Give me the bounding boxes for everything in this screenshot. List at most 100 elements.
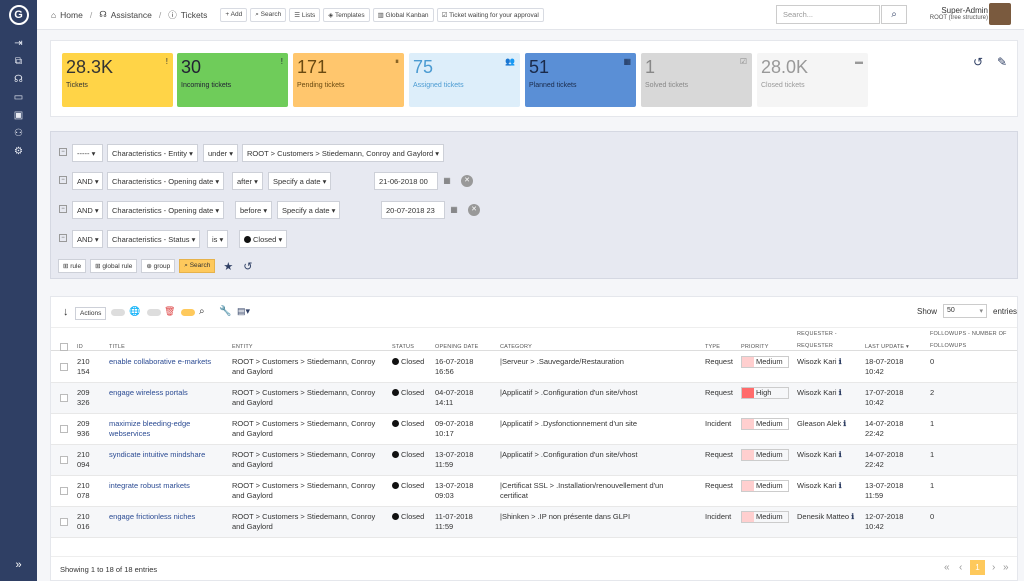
ticket-requester[interactable]: Gleason Alek ℹ <box>797 419 847 428</box>
kanban-button[interactable]: ▥ Global Kanban <box>372 7 434 22</box>
next-page-button[interactable]: › <box>992 562 996 573</box>
column-category[interactable]: Category <box>500 344 532 350</box>
ticket-requester[interactable]: Denesik Matteo ℹ <box>797 512 855 521</box>
prev-page-button[interactable]: ‹ <box>959 562 963 573</box>
column-id[interactable]: ID <box>77 344 83 350</box>
ticket-requester[interactable]: Wisozk Kari ℹ <box>797 450 842 459</box>
column-requester[interactable]: Requester - Requester <box>797 331 837 349</box>
glpi-logo[interactable]: G <box>0 0 37 30</box>
row-checkbox[interactable] <box>60 394 68 402</box>
info-icon[interactable]: ℹ <box>851 512 855 521</box>
ticket-requester[interactable]: Wisozk Kari ℹ <box>797 481 842 490</box>
breadcrumb-assistance[interactable]: Assistance <box>110 9 152 20</box>
criterion-operator-select[interactable]: is ▾ <box>207 230 229 248</box>
clear-date-icon[interactable]: ✕ <box>461 175 473 187</box>
ticket-title-link[interactable]: integrate robust markets <box>109 481 190 490</box>
ticket-requester[interactable]: Wisozk Kari ℹ <box>797 388 842 397</box>
sitemap-icon[interactable]: ⧉ <box>14 55 23 67</box>
criterion-value-select[interactable]: Specify a date ▾ <box>268 172 332 190</box>
row-checkbox[interactable] <box>60 425 68 433</box>
criterion-value-select[interactable]: Closed ▾ <box>239 230 288 248</box>
current-page-button[interactable]: 1 <box>970 560 985 575</box>
row-checkbox[interactable] <box>60 456 68 464</box>
user-menu[interactable]: Super-Admin ROOT (tree structure) <box>926 6 988 21</box>
criterion-link-select[interactable]: AND ▾ <box>72 201 103 219</box>
stat-card[interactable]: 28.0K Closed tickets ▬ <box>757 53 868 107</box>
stat-card[interactable]: 75 Assigned tickets 👥 <box>409 53 520 107</box>
column-title[interactable]: Title <box>109 344 125 350</box>
search-icon[interactable]: ⌕ <box>881 5 907 24</box>
info-icon[interactable]: ℹ <box>838 388 842 397</box>
criterion-toggle-icon[interactable]: − <box>59 148 67 156</box>
calendar-icon[interactable]: ▦ <box>443 176 451 185</box>
column-last-update[interactable]: Last update ▾ <box>865 344 909 350</box>
cogs-icon[interactable]: ⚙ <box>14 145 23 157</box>
toggle-switch-on[interactable] <box>181 309 195 316</box>
ticket-title-link[interactable]: syndicate intuitive mindshare <box>109 450 206 459</box>
stat-card[interactable]: 30 Incoming tickets! <box>177 53 288 107</box>
last-page-button[interactable]: » <box>1003 562 1009 573</box>
ticket-title-link[interactable]: engage frictionless niches <box>109 512 196 521</box>
criterion-operator-select[interactable]: after ▾ <box>232 172 263 190</box>
edit-icon[interactable]: ✎ <box>996 55 1007 69</box>
stat-card[interactable]: 1 Solved tickets ☑ <box>641 53 752 107</box>
briefcase-icon[interactable]: ▣ <box>13 109 24 121</box>
column-followups[interactable]: Followups - Number of followups <box>930 331 1007 349</box>
headset-icon[interactable]: ☊ <box>14 73 23 85</box>
collapse-sidebar-icon[interactable]: » <box>15 559 22 571</box>
info-icon[interactable]: ℹ <box>838 481 842 490</box>
add-global-rule-button[interactable]: ⊞ global rule <box>90 259 138 273</box>
add-button[interactable]: + Add <box>220 7 248 22</box>
row-checkbox[interactable] <box>60 363 68 371</box>
ticket-title-link[interactable]: enable collaborative e-markets <box>109 357 212 366</box>
stat-card[interactable]: 171 Pending tickets ⏸ <box>293 53 404 107</box>
info-icon[interactable]: ℹ <box>838 450 842 459</box>
info-icon[interactable]: ℹ <box>843 419 847 428</box>
approval-button[interactable]: ☑ Ticket waiting for your approval <box>436 7 544 22</box>
search-button[interactable]: ⌕ Search <box>250 7 287 22</box>
ticket-title-link[interactable]: maximize bleeding-edge webservices <box>109 419 191 438</box>
add-group-button[interactable]: ⊕ group <box>141 259 176 273</box>
table-row[interactable]: 210 094 syndicate intuitive mindshare ROOT … <box>51 445 1017 476</box>
column-status[interactable]: Status <box>392 344 415 350</box>
criterion-toggle-icon[interactable]: − <box>59 176 67 184</box>
clear-date-icon[interactable]: ✕ <box>468 204 480 216</box>
select-all-checkbox[interactable] <box>60 343 68 351</box>
criterion-field-select[interactable]: Characteristics - Status ▾ <box>107 230 201 248</box>
search-icon[interactable]: ⌕ <box>199 306 205 317</box>
row-checkbox[interactable] <box>60 487 68 495</box>
criterion-toggle-icon[interactable]: − <box>59 234 67 242</box>
criterion-link-select[interactable]: ----- ▾ <box>72 144 103 162</box>
folder-icon[interactable]: ▭ <box>13 91 24 103</box>
criterion-date-input[interactable]: 20-07-2018 23 <box>381 201 445 219</box>
history-icon[interactable]: ↺ <box>972 55 983 69</box>
search-submit-button[interactable]: ⌕ Search <box>179 259 216 273</box>
row-checkbox[interactable] <box>60 518 68 526</box>
page-size-select[interactable]: 50 ▾ <box>943 304 987 318</box>
table-row[interactable]: 210 078 integrate robust markets ROOT > Cus… <box>51 476 1017 507</box>
star-icon[interactable]: ★ <box>223 260 234 273</box>
first-page-button[interactable]: « <box>944 562 950 573</box>
breadcrumb-tickets[interactable]: Tickets <box>180 9 208 20</box>
column-type[interactable]: Type <box>705 344 721 350</box>
table-row[interactable]: 209 326 engage wireless portals ROOT > Cust… <box>51 383 1017 414</box>
column-priority[interactable]: Priority <box>741 344 769 350</box>
reset-icon[interactable]: ↺ <box>243 260 253 273</box>
breadcrumb-home[interactable]: Home <box>60 9 83 20</box>
table-row[interactable]: 209 936 maximize bleeding-edge webservices R… <box>51 414 1017 445</box>
ticket-title-link[interactable]: engage wireless portals <box>109 388 188 397</box>
criterion-value-select[interactable]: ROOT > Customers > Stiedemann, Conroy an… <box>242 144 445 162</box>
criterion-link-select[interactable]: AND ▾ <box>72 172 103 190</box>
table-row[interactable]: 210 154 enable collaborative e-markets ROOT… <box>51 352 1017 383</box>
templates-button[interactable]: ◈ Templates <box>323 7 370 22</box>
toggle-switch-trash[interactable] <box>147 309 161 316</box>
stat-card[interactable]: 28.3K Tickets! <box>62 53 173 107</box>
trash-icon[interactable]: 🗑 <box>164 306 176 316</box>
info-icon[interactable]: ℹ <box>838 357 842 366</box>
wrench-icon[interactable]: 🔧 <box>219 306 232 317</box>
sign-in-icon[interactable]: ⇥ <box>14 37 23 49</box>
stat-card[interactable]: 51 Planned tickets ▦ <box>525 53 636 107</box>
criterion-operator-select[interactable]: before ▾ <box>235 201 273 219</box>
lists-button[interactable]: ☰ Lists <box>289 7 321 22</box>
global-search-input[interactable]: Search... <box>776 5 880 24</box>
